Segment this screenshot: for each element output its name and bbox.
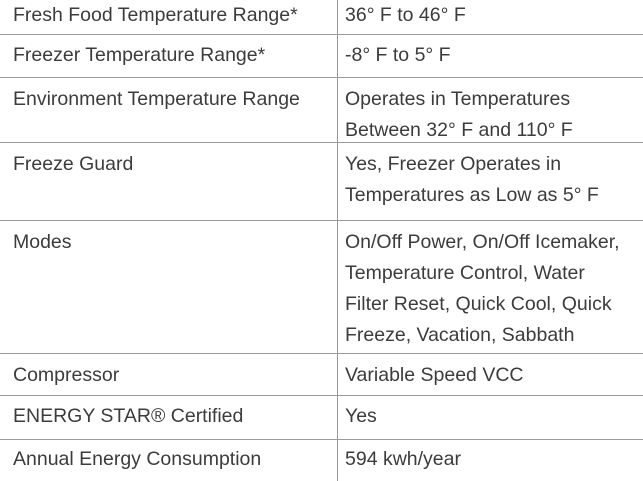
value-line: Freeze, Vacation, Sabbath: [345, 324, 575, 346]
table-row: Freeze Guard Yes, Freezer Operates in Temp…: [0, 143, 643, 221]
table-row: Environment Temperature Range Operates in…: [0, 78, 643, 143]
table-row: Annual Energy Consumption 594 kwh/year: [0, 440, 643, 481]
table-row: Freezer Temperature Range* -8° F to 5° F: [0, 35, 643, 78]
row-value: Yes, Freezer Operates in Temperatures as …: [345, 149, 599, 211]
row-label: Environment Temperature Range: [13, 88, 300, 110]
value-line: Filter Reset, Quick Cool, Quick: [345, 293, 612, 315]
value-line: Yes, Freezer Operates in: [345, 153, 562, 175]
value-line: 36° F to 46° F: [345, 4, 466, 26]
column-divider: [337, 396, 338, 439]
row-value: -8° F to 5° F: [345, 40, 451, 71]
row-label: Compressor: [13, 364, 120, 386]
row-label: Freeze Guard: [13, 153, 134, 175]
table-row: Compressor Variable Speed VCC: [0, 354, 643, 396]
value-line: 594 kwh/year: [345, 448, 461, 470]
column-divider: [337, 440, 338, 481]
value-line: Yes: [345, 405, 377, 427]
row-label: ENERGY STAR® Certified: [13, 405, 244, 427]
row-label: Freezer Temperature Range*: [13, 44, 266, 66]
row-label: Annual Energy Consumption: [13, 448, 262, 470]
row-value: Variable Speed VCC: [345, 360, 524, 391]
row-value: Yes: [345, 401, 377, 432]
table-row: Fresh Food Temperature Range* 36° F to 46…: [0, 0, 643, 35]
column-divider: [337, 0, 338, 34]
table-row: ENERGY STAR® Certified Yes: [0, 396, 643, 440]
row-value: On/Off Power, On/Off Icemaker, Temperatur…: [345, 227, 620, 351]
column-divider: [337, 221, 338, 353]
row-value: Operates in Temperatures Between 32° F an…: [345, 84, 573, 146]
column-divider: [337, 35, 338, 77]
table-row: Modes On/Off Power, On/Off Icemaker, Tempe…: [0, 221, 643, 354]
value-line: Temperature Control, Water: [345, 262, 585, 284]
value-line: -8° F to 5° F: [345, 44, 451, 66]
row-value: 36° F to 46° F: [345, 0, 466, 31]
value-line: On/Off Power, On/Off Icemaker,: [345, 231, 620, 253]
value-line: Temperatures as Low as 5° F: [345, 184, 599, 206]
row-label: Fresh Food Temperature Range*: [13, 4, 298, 26]
value-line: Between 32° F and 110° F: [345, 119, 573, 141]
value-line: Variable Speed VCC: [345, 364, 524, 386]
row-value: 594 kwh/year: [345, 444, 461, 475]
value-line: Operates in Temperatures: [345, 88, 571, 110]
row-label: Modes: [13, 231, 72, 253]
column-divider: [337, 354, 338, 395]
column-divider: [337, 143, 338, 220]
column-divider: [337, 78, 338, 142]
